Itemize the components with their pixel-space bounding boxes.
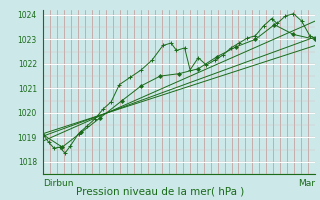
Text: Pression niveau de la mer( hPa ): Pression niveau de la mer( hPa )	[76, 186, 244, 196]
Text: Mar: Mar	[298, 179, 315, 188]
Text: Dirbun: Dirbun	[43, 179, 74, 188]
